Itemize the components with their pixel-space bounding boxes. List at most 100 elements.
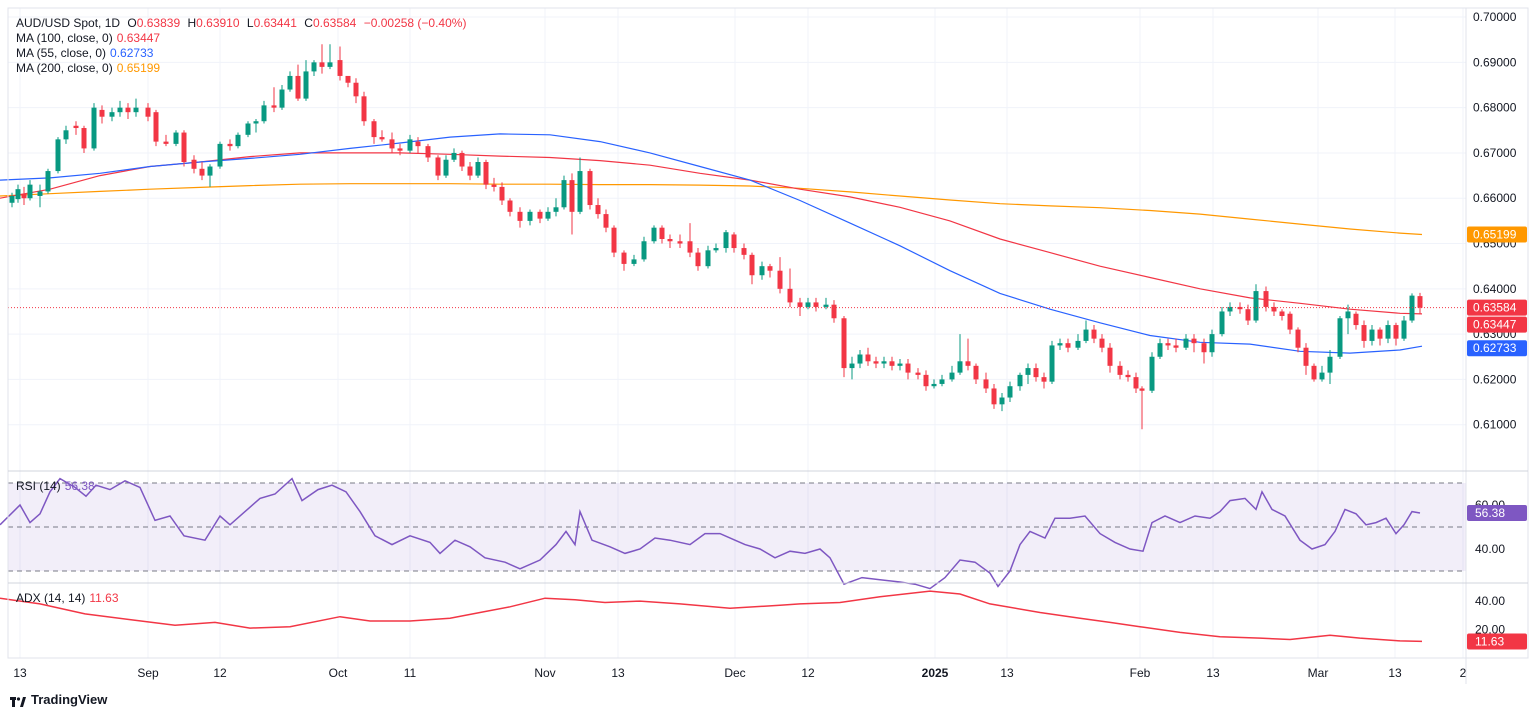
candle-body: [27, 184, 33, 199]
candle-body: [1149, 356, 1155, 391]
candle-body: [881, 361, 887, 364]
candle-body: [1183, 338, 1189, 348]
time-tick-label: Sep: [137, 666, 159, 680]
candle-body: [507, 200, 513, 212]
candle-body: [227, 143, 233, 147]
ma55-line: [0, 133, 1423, 354]
candle-body: [1209, 334, 1215, 353]
candle-body: [545, 211, 551, 219]
ma100-line: [0, 152, 1423, 315]
ma100-value: 0.63447: [116, 31, 161, 45]
candle-body: [311, 62, 317, 72]
candle-body: [207, 166, 213, 176]
candle-body: [1253, 291, 1259, 321]
ma200-line: [0, 183, 1423, 236]
candle-body: [353, 82, 359, 97]
rsi-axis-label: 56.38: [1475, 506, 1505, 520]
candle-body: [1279, 311, 1285, 316]
candle-body: [63, 130, 69, 140]
adx-tick-label: 40.00: [1475, 594, 1505, 608]
last-price-axis-label-bg: [1467, 299, 1527, 316]
time-tick-label: Dec: [724, 666, 745, 680]
ohlc-row: AUD/USD Spot, 1D O0.63839 H0.63910 L0.63…: [16, 16, 470, 31]
low-value: 0.63441: [253, 16, 297, 30]
open-label: O: [127, 16, 137, 30]
candle-body: [1417, 296, 1423, 308]
price-tick-label: 0.66000: [1473, 191, 1517, 205]
tradingview-brand[interactable]: TradingView: [10, 692, 107, 707]
candle-body: [949, 372, 955, 380]
candle-body: [777, 270, 783, 289]
ma55-label: MA (55, close, 0): [16, 46, 107, 60]
candle-body: [45, 171, 51, 192]
time-tick-label: 12: [801, 666, 815, 680]
candle-body: [805, 302, 811, 307]
candle-body: [1025, 368, 1031, 375]
candle-body: [749, 254, 755, 276]
time-tick-label: Nov: [534, 666, 555, 680]
candle-body: [173, 132, 179, 144]
candle-body: [1385, 325, 1391, 339]
time-tick-label: 2: [1460, 666, 1467, 680]
candle-body: [595, 205, 601, 215]
candle-body: [797, 302, 803, 307]
candle-body: [295, 75, 301, 99]
candle-body: [397, 148, 403, 151]
adx-line: [0, 590, 1423, 643]
price-pane[interactable]: 0.700000.690000.680000.670000.660000.650…: [0, 8, 1527, 658]
candle-body: [1337, 318, 1343, 357]
adx-value: 11.63: [89, 591, 119, 605]
candle-body: [1007, 386, 1013, 398]
candle-body: [133, 107, 139, 113]
candle-body: [371, 121, 377, 138]
candle-body: [379, 137, 385, 140]
rsi-line: [0, 477, 1421, 590]
candle-body: [1125, 374, 1131, 378]
candle-body: [99, 109, 105, 117]
candle-body: [1319, 372, 1325, 380]
candle-body: [21, 193, 27, 199]
price-tick-label: 0.67000: [1473, 146, 1517, 160]
candle-body: [81, 128, 87, 149]
candle-body: [973, 365, 979, 380]
candle-body: [345, 75, 351, 83]
time-tick-label: 13: [1000, 666, 1014, 680]
candle-body: [287, 75, 293, 90]
adx-axis-label-bg: [1467, 633, 1527, 650]
candle-body: [125, 107, 131, 113]
candle-body: [915, 372, 921, 375]
candle-body: [1173, 345, 1179, 348]
price-tick-label: 0.70000: [1473, 10, 1517, 24]
candle-body: [1139, 388, 1145, 391]
candle-body: [965, 361, 971, 366]
candle-body: [425, 146, 431, 158]
candle-body: [857, 354, 863, 364]
candle-body: [1033, 368, 1039, 378]
candle-body: [361, 96, 367, 122]
candle-body: [553, 207, 559, 212]
last-price-axis-label: 0.63584: [1473, 301, 1517, 315]
candle-body: [145, 107, 151, 117]
candle-body: [1017, 374, 1023, 387]
candle-body: [15, 189, 21, 200]
candle-body: [337, 60, 343, 76]
time-axis[interactable]: 13 Sep 12 Oct 11 Nov 13 Dec 12 2025 13 Feb 13 Mar 13 2: [13, 666, 1466, 680]
candle-body: [641, 241, 647, 260]
adx-label: ADX (14, 14): [16, 591, 86, 605]
candle-body: [389, 139, 395, 149]
ma200-value: 0.65199: [116, 61, 161, 75]
candle-body: [37, 191, 43, 196]
time-tick-label: Mar: [1308, 666, 1329, 680]
candle-body: [667, 239, 673, 242]
price-tick-label: 0.69000: [1473, 55, 1517, 69]
candle-body: [451, 152, 457, 160]
candle-body: [73, 125, 79, 129]
candle-body: [1227, 306, 1233, 312]
rsi-tick-label: 40.00: [1475, 542, 1505, 556]
candle-body: [659, 227, 665, 239]
ma100-row: MA (100, close, 0) 0.63447: [16, 31, 470, 46]
candle-body: [1201, 343, 1207, 353]
